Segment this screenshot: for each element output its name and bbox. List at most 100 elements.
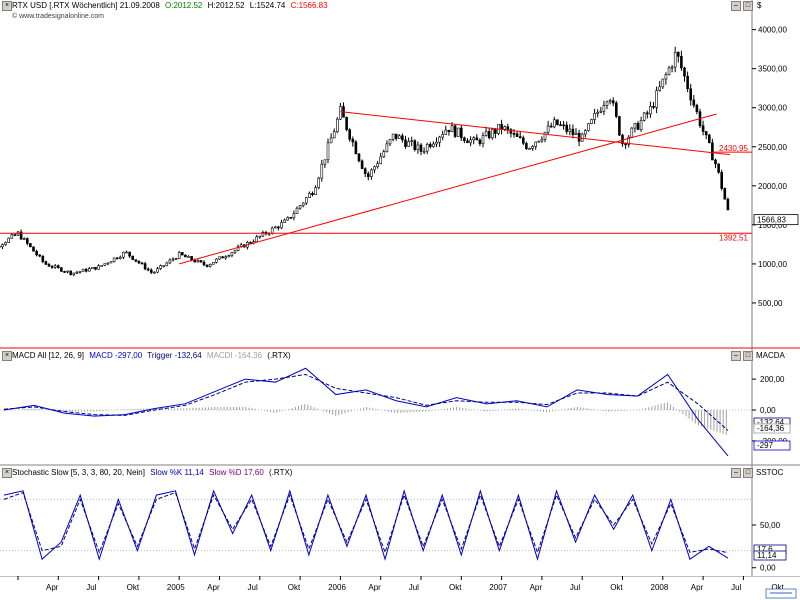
- candle-body: [177, 252, 181, 259]
- candle-body: [401, 135, 404, 141]
- instrument-label: RTX USD [.RTX Wöchentlich] 21.09.2008: [12, 1, 160, 10]
- candle-body: [624, 143, 627, 146]
- candle-body: [512, 133, 516, 135]
- candle-body: [314, 187, 317, 195]
- candle-body: [295, 207, 299, 214]
- candle-body: [484, 131, 488, 136]
- candle-body: [425, 144, 429, 152]
- candle-body: [602, 105, 606, 112]
- xtick-label: Okt: [127, 583, 140, 592]
- trigger-legend: Trigger -132,64: [147, 351, 202, 360]
- candle-body: [475, 137, 479, 141]
- panel-close-icon[interactable]: ×: [2, 1, 12, 11]
- xtick-label: Okt: [449, 583, 462, 592]
- candle-body: [568, 128, 572, 132]
- price-chart: 500,00 1000,00 1500,00 2000,00 2500,00 3000,0…: [0, 0, 800, 349]
- macd-badge: -132,64: [757, 418, 785, 427]
- candle-body: [525, 143, 528, 150]
- macd-chart: 200,000,00-200,00-132,64-164,36-297: [0, 349, 800, 466]
- candle-body: [19, 231, 23, 240]
- slow-d-line: [3, 491, 729, 554]
- candle-body: [162, 265, 165, 267]
- macd-minimize-icon[interactable]: –: [731, 351, 741, 361]
- candle-body: [490, 129, 494, 139]
- candle-body: [212, 262, 215, 265]
- candle-body: [419, 144, 423, 152]
- candle-body: [645, 112, 649, 115]
- candle-body: [50, 266, 54, 268]
- candle-body: [348, 129, 352, 140]
- candle-body: [667, 67, 671, 75]
- stoch-close-icon[interactable]: ×: [2, 468, 12, 478]
- candle-body: [88, 268, 91, 272]
- macd-ytick-label: 0,00: [760, 406, 776, 415]
- candle-body: [565, 124, 569, 132]
- candle-body: [404, 139, 407, 147]
- candle-body: [463, 137, 466, 142]
- candle-body: [432, 143, 435, 147]
- k-legend: Slow %K 11,14: [150, 468, 204, 477]
- candle-body: [106, 262, 110, 265]
- candle-body: [289, 217, 293, 219]
- candle-body: [304, 197, 308, 204]
- candle-body: [326, 142, 330, 161]
- candle-body: [150, 269, 153, 273]
- candle-body: [360, 160, 364, 169]
- candle-body: [122, 251, 125, 258]
- macd-unit: MACDA: [756, 351, 785, 360]
- macd-title: MACD All [12, 26, 9]: [12, 351, 85, 360]
- macd-close-icon[interactable]: ×: [2, 351, 12, 361]
- candle-body: [159, 265, 162, 269]
- candle-body: [559, 124, 562, 127]
- candle-body: [63, 271, 66, 273]
- macd-badge-box: [753, 423, 791, 434]
- trendline: [179, 113, 717, 265]
- macd-header: MACD All [12, 26, 9] MACD -297,00 Trigge…: [12, 351, 294, 360]
- candle-body: [599, 110, 603, 113]
- candle-body: [633, 123, 637, 129]
- candle-body: [339, 106, 342, 120]
- candle-body: [261, 231, 265, 237]
- candle-body: [298, 205, 302, 209]
- candle-body: [100, 265, 103, 267]
- candle-body: [187, 256, 190, 258]
- stoch-badge: 11,14: [757, 551, 777, 560]
- candle-body: [428, 144, 432, 147]
- candle-body: [357, 153, 361, 162]
- candle-body: [500, 123, 503, 130]
- panel-minimize-icon[interactable]: –: [731, 1, 741, 11]
- candle-body: [311, 193, 314, 195]
- candle-body: [723, 188, 727, 200]
- candle-body: [614, 102, 618, 117]
- price-ytick-label: 500,00: [758, 299, 783, 308]
- candle-body: [292, 213, 296, 219]
- candle-body: [221, 256, 224, 259]
- candle-body: [487, 131, 491, 139]
- candle-body: [44, 261, 48, 265]
- hline-label: 2430,95: [719, 144, 748, 153]
- macd-maximize-icon[interactable]: □: [743, 351, 753, 361]
- stoch-title: Stochastic Slow [5, 3, 3, 80, 20, Nein]: [12, 468, 145, 477]
- xtick-label: Okt: [288, 583, 301, 592]
- stoch-minimize-icon[interactable]: –: [731, 468, 741, 478]
- candle-body: [407, 141, 410, 147]
- candle-body: [103, 263, 107, 266]
- candle-body: [661, 78, 665, 88]
- panel-maximize-icon[interactable]: □: [743, 1, 753, 11]
- candle-body: [379, 156, 383, 164]
- candle-body: [280, 222, 283, 229]
- candle-body: [543, 131, 547, 140]
- candle-body: [714, 159, 717, 165]
- xtick-label: 2008: [651, 583, 669, 592]
- macd-panel: 200,000,00-200,00-132,64-164,36-297 MACD…: [0, 349, 800, 466]
- candle-body: [717, 163, 720, 173]
- candle-body: [125, 251, 128, 254]
- candle-body: [174, 258, 178, 260]
- price-ytick-label: 1000,00: [758, 260, 787, 269]
- candle-body: [453, 125, 457, 137]
- stoch-ytick-label: 50,00: [760, 521, 781, 530]
- candle-body: [78, 271, 82, 273]
- candle-body: [441, 134, 445, 138]
- stoch-maximize-icon[interactable]: □: [743, 468, 753, 478]
- watermark: © www.tradesignalonline.com: [12, 13, 104, 20]
